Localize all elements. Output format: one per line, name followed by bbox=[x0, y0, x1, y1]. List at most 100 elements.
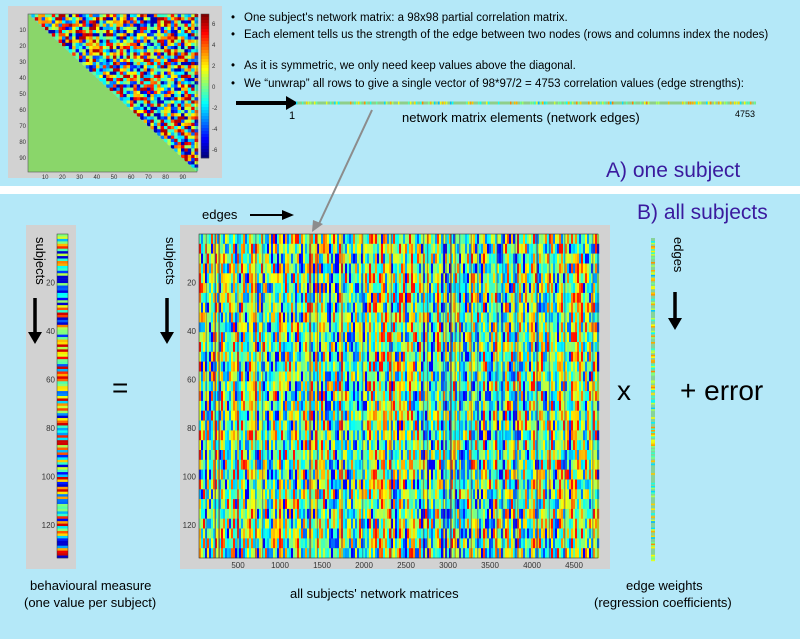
behaviour-y-tick: 20 bbox=[46, 279, 55, 288]
dark-column bbox=[316, 234, 318, 558]
dark-column bbox=[454, 234, 456, 558]
bullet-2: Each element tells us the strength of th… bbox=[231, 28, 789, 43]
matrix-x-tick: 1000 bbox=[271, 561, 289, 570]
matrix-y-tick: 40 bbox=[187, 327, 196, 336]
behaviour-vector: 20 40 60 80 100 120 bbox=[42, 233, 69, 559]
small-x-tick: 40 bbox=[93, 175, 100, 181]
colorbar-tick: 6 bbox=[212, 22, 216, 28]
dark-column bbox=[310, 234, 312, 558]
dark-column bbox=[517, 234, 519, 558]
times-sign: x bbox=[617, 375, 631, 406]
small-y-tick: 30 bbox=[19, 60, 26, 66]
edges-arrow-head bbox=[282, 210, 294, 220]
colorbar-tick: 2 bbox=[212, 64, 216, 70]
matrix-y-tick: 100 bbox=[183, 473, 197, 482]
matrix-x-tick: 500 bbox=[231, 561, 245, 570]
dark-column bbox=[442, 234, 444, 558]
colorbar-tick: -6 bbox=[212, 148, 218, 154]
dark-column bbox=[459, 234, 461, 558]
dark-column bbox=[218, 234, 220, 558]
plus-error: + error bbox=[680, 375, 764, 406]
equals-sign: = bbox=[112, 372, 129, 403]
dark-column bbox=[477, 234, 479, 558]
dark-column bbox=[445, 234, 447, 558]
small-y-tick: 40 bbox=[19, 76, 26, 82]
vector-start-label: 1 bbox=[289, 110, 296, 122]
small-x-tick: 30 bbox=[76, 175, 83, 181]
matrix-x-tick: 3500 bbox=[481, 561, 499, 570]
matrix-x-tick: 2000 bbox=[355, 561, 373, 570]
behaviour-y-tick: 40 bbox=[46, 327, 55, 336]
dark-column bbox=[470, 234, 472, 558]
dark-column bbox=[426, 234, 429, 558]
small-matrix: 10 20 30 40 50 60 70 80 90 10 20 30 40 50 60 70 80 90 bbox=[19, 13, 199, 181]
colorbar-tick: -2 bbox=[212, 106, 218, 112]
bullet-4: We “unwrap” all rows to give a single ve… bbox=[231, 77, 794, 92]
colorbar-tick: 0 bbox=[212, 85, 216, 91]
dark-column bbox=[262, 234, 264, 558]
matrices-caption: all subjects' network matrices bbox=[290, 586, 459, 601]
matrix-x-tick: 4500 bbox=[565, 561, 583, 570]
small-matrix-border bbox=[27, 13, 198, 173]
dark-column bbox=[496, 234, 498, 558]
vector-caption: network matrix elements (network edges) bbox=[402, 110, 640, 125]
bullet-1: One subject's network matrix: a 98x98 pa… bbox=[231, 11, 789, 26]
dark-column bbox=[514, 234, 516, 558]
lower-triangle bbox=[28, 14, 197, 172]
small-x-tick: 50 bbox=[111, 175, 118, 181]
vector-strip bbox=[296, 101, 756, 105]
colorbar: 6 4 2 0 -2 -4 -6 bbox=[200, 13, 218, 159]
big-matrix: 20 40 60 80 100 120 500 1000 1500 2000 2500 3000 350… bbox=[183, 233, 600, 570]
dark-column bbox=[536, 234, 539, 558]
dark-column bbox=[214, 234, 216, 558]
bullet-3: As it is symmetric, we only need keep va… bbox=[231, 59, 789, 74]
dark-column bbox=[450, 234, 452, 558]
colorbar-tick: 4 bbox=[212, 43, 216, 49]
small-x-tick: 20 bbox=[59, 175, 66, 181]
dark-column bbox=[255, 234, 257, 558]
small-y-tick: 10 bbox=[19, 28, 26, 34]
small-x-tick: 10 bbox=[42, 175, 49, 181]
vector-end-label: 4753 bbox=[735, 109, 756, 119]
dark-column bbox=[502, 234, 504, 558]
dark-column bbox=[237, 234, 239, 558]
dark-column bbox=[422, 234, 425, 558]
dark-column bbox=[362, 234, 364, 558]
dark-column bbox=[548, 234, 550, 558]
weights-background bbox=[651, 238, 655, 560]
edge-vector bbox=[236, 96, 756, 110]
matrix-x-tick: 2500 bbox=[397, 561, 415, 570]
small-y-tick: 80 bbox=[19, 140, 26, 146]
small-y-tick: 90 bbox=[19, 156, 26, 162]
behaviour-caption-2: (one value per subject) bbox=[24, 595, 157, 610]
dark-column bbox=[592, 234, 594, 558]
colorbar-border bbox=[200, 13, 210, 159]
edge-weights-vector bbox=[651, 238, 655, 562]
dark-column bbox=[309, 234, 311, 558]
behaviour-y-tick: 80 bbox=[46, 424, 55, 433]
matrix-y-tick: 120 bbox=[183, 521, 197, 530]
small-x-tick: 60 bbox=[128, 175, 135, 181]
connector-line bbox=[317, 109, 373, 227]
small-y-tick: 20 bbox=[19, 44, 26, 50]
dark-column bbox=[205, 234, 207, 558]
edges-arrow-vertical-head bbox=[668, 318, 682, 330]
big-matrix-border bbox=[198, 233, 599, 559]
matrix-x-tick: 4000 bbox=[523, 561, 541, 570]
small-y-tick: 60 bbox=[19, 108, 26, 114]
matrix-y-tick: 60 bbox=[187, 376, 196, 385]
behaviour-caption-1: behavioural measure bbox=[30, 578, 152, 593]
dark-column bbox=[449, 234, 452, 558]
matrix-x-tick: 3000 bbox=[439, 561, 457, 570]
matrix-y-tick: 20 bbox=[187, 279, 196, 288]
section-title-one-subject: A) one subject bbox=[606, 159, 741, 182]
subjects-arrow-left-head bbox=[28, 332, 42, 344]
matrix-x-tick: 1500 bbox=[313, 561, 331, 570]
behaviour-border bbox=[56, 233, 69, 559]
behaviour-y-tick: 60 bbox=[46, 376, 55, 385]
colorbar-tick: -4 bbox=[212, 127, 218, 133]
small-y-tick: 70 bbox=[19, 124, 26, 130]
behaviour-y-tick: 120 bbox=[42, 521, 56, 530]
connector-arrow-head bbox=[312, 220, 323, 232]
matrix-y-tick: 80 bbox=[187, 424, 196, 433]
